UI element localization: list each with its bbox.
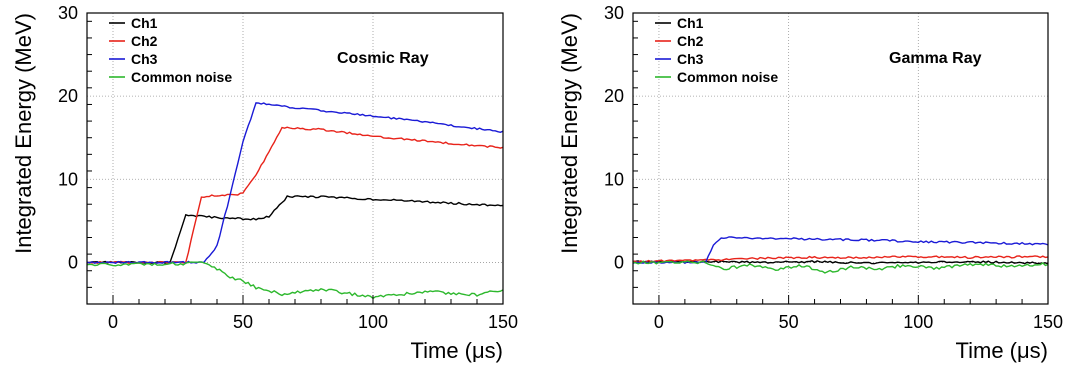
legend-entry-ch2: Ch2 bbox=[677, 33, 704, 49]
y-axis-label: Integrated Energy (MeV) bbox=[557, 13, 582, 254]
series-line-common-noise bbox=[87, 261, 503, 300]
x-axis-label: Time (μs) bbox=[955, 338, 1048, 363]
series-line-ch3 bbox=[87, 102, 503, 265]
x-tick-label: 0 bbox=[108, 312, 118, 332]
y-tick-label: 10 bbox=[58, 169, 78, 189]
series-line-ch1 bbox=[87, 195, 503, 264]
x-tick-label: 100 bbox=[358, 312, 388, 332]
x-tick-label: 150 bbox=[488, 312, 518, 332]
y-tick-label: 30 bbox=[58, 3, 78, 23]
legend-entry-ch1: Ch1 bbox=[677, 15, 704, 31]
y-tick-label: 0 bbox=[68, 252, 78, 272]
legend-entry-common-noise: Common noise bbox=[131, 69, 232, 85]
series-line-ch2 bbox=[633, 255, 1048, 264]
legend-entry-ch1: Ch1 bbox=[131, 15, 158, 31]
series-line-common-noise bbox=[633, 260, 1048, 274]
series-line-ch2 bbox=[87, 126, 503, 265]
legend-entry-ch2: Ch2 bbox=[131, 33, 158, 49]
y-tick-label: 20 bbox=[604, 86, 624, 106]
y-tick-label: 30 bbox=[604, 3, 624, 23]
y-tick-label: 0 bbox=[614, 252, 624, 272]
panel-annotation: Cosmic Ray bbox=[337, 50, 429, 67]
plot-panel-2: 0 50 100 150 0 10 20 30 Time (μs) Integrated Ener… bbox=[557, 3, 1063, 363]
x-tick-label: 50 bbox=[779, 312, 799, 332]
legend-entry-common-noise: Common noise bbox=[677, 69, 778, 85]
x-tick-label: 50 bbox=[233, 312, 253, 332]
plot-panel-1: 0 50 100 150 0 10 20 30 Time (μs) Integrated Ener… bbox=[11, 3, 518, 363]
x-axis-label: Time (μs) bbox=[410, 338, 503, 363]
y-axis-label: Integrated Energy (MeV) bbox=[11, 13, 36, 254]
y-tick-label: 20 bbox=[58, 86, 78, 106]
y-tick-label: 10 bbox=[604, 169, 624, 189]
legend-entry-ch3: Ch3 bbox=[131, 51, 158, 67]
x-tick-label: 150 bbox=[1033, 312, 1063, 332]
legend-entry-ch3: Ch3 bbox=[677, 51, 704, 67]
panel-annotation: Gamma Ray bbox=[889, 50, 982, 67]
x-tick-label: 100 bbox=[903, 312, 933, 332]
x-tick-label: 0 bbox=[654, 312, 664, 332]
